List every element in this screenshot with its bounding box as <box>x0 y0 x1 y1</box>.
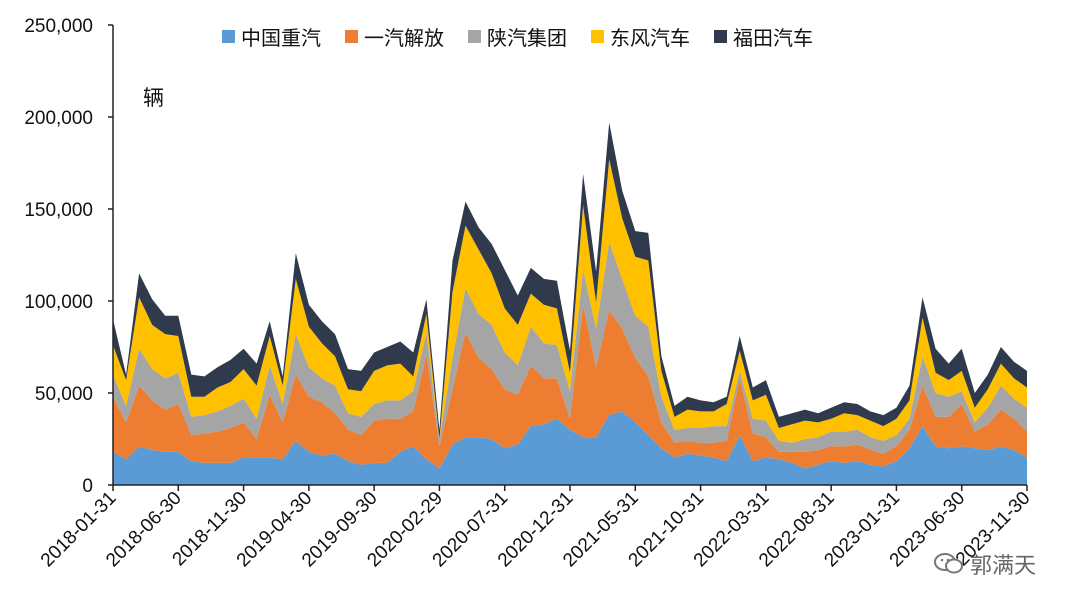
legend-swatch <box>345 30 358 43</box>
series-area-1 <box>113 304 1027 469</box>
legend-label: 中国重汽 <box>241 26 321 50</box>
legend-item: 陕汽集团 <box>468 22 567 51</box>
y-tick-label: 0 <box>82 476 93 497</box>
y-tick-label: 100,000 <box>24 292 93 313</box>
legend-swatch <box>468 30 481 43</box>
y-tick-label: 50,000 <box>35 384 93 405</box>
watermark-text: 郭满天 <box>970 554 1037 579</box>
legend-swatch <box>591 30 604 43</box>
legend-label: 陕汽集团 <box>487 26 567 50</box>
unit-label: 辆 <box>143 86 164 110</box>
legend-label: 一汽解放 <box>364 26 444 50</box>
legend-label: 东风汽车 <box>610 26 690 50</box>
legend-item: 一汽解放 <box>345 22 444 51</box>
y-axis: 0 50,000 100,000 150,000 200,000 250,000 <box>24 16 114 497</box>
y-tick-label: 200,000 <box>24 108 93 129</box>
series-area-4 <box>113 122 1027 439</box>
legend-label: 福田汽车 <box>733 26 813 50</box>
series-area-0 <box>113 411 1027 485</box>
watermark: 郭满天 <box>934 548 1036 580</box>
legend-item: 福田汽车 <box>714 22 813 51</box>
legend-item: 中国重汽 <box>222 22 321 51</box>
chart-legend: 中国重汽 一汽解放 陕汽集团 东风汽车 福田汽车 <box>222 22 813 51</box>
legend-item: 东风汽车 <box>591 22 690 51</box>
legend-swatch <box>714 30 727 43</box>
x-axis: 2018-01-312018-06-302018-11-302019-04-30… <box>37 484 1035 571</box>
wechat-icon <box>934 552 964 576</box>
y-tick-label: 150,000 <box>24 200 93 221</box>
series-area-3 <box>113 159 1027 443</box>
series-area-2 <box>113 242 1027 454</box>
chart-areas <box>113 122 1027 485</box>
y-tick-label: 250,000 <box>24 16 93 37</box>
legend-swatch <box>222 30 235 43</box>
